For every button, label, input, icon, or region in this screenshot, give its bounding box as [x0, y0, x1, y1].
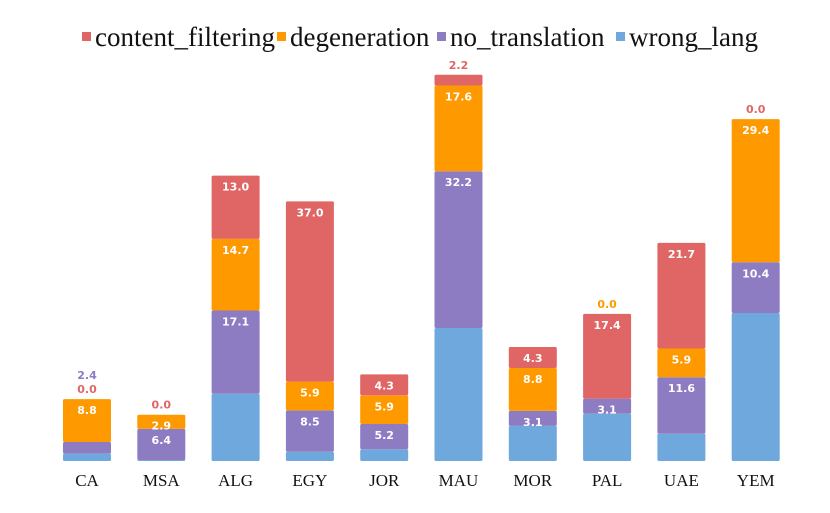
x-tick-label-yem: YEM: [737, 471, 775, 490]
bar-mau-wrong-lang: [434, 328, 483, 461]
data-label-pal-content-filtering: 17.4: [594, 319, 621, 332]
x-tick-label-uae: UAE: [664, 471, 699, 490]
data-label-mor-no-translation: 3.1: [523, 416, 543, 429]
bar-yem-wrong-lang: [731, 312, 780, 461]
bar-mau-degeneration: [434, 85, 483, 172]
bar-mor-no-translation: [508, 410, 557, 426]
bar-alg-degeneration: [211, 238, 260, 311]
data-label-mau-degeneration: 17.6: [445, 91, 472, 104]
bar-egy-wrong-lang: [285, 451, 334, 461]
legend-label-degeneration: degeneration: [290, 22, 430, 52]
x-tick-label-jor: JOR: [369, 471, 400, 490]
x-axis-ticks: CA MSA ALG EGY JOR MAU MOR PAL UAE YEM: [75, 471, 774, 490]
data-label-egy-content-filtering: 37.0: [296, 206, 323, 219]
x-tick-label-mau: MAU: [439, 471, 479, 490]
x-tick-label-alg: ALG: [218, 471, 253, 490]
bar-ca-no-translation: [63, 442, 111, 454]
data-label-msa-no-translation: 6.4: [152, 434, 172, 447]
data-label-jor-degeneration: 5.9: [374, 400, 394, 413]
bar-yem-degeneration: [731, 119, 780, 263]
bar-alg-content-filtering: [211, 175, 260, 239]
legend-swatch-content-filtering: [82, 32, 91, 41]
data-label-alg-degeneration: 14.7: [222, 244, 249, 257]
data-label-uae-degeneration: 5.9: [672, 354, 692, 367]
bar-msa-degeneration: [137, 414, 186, 429]
bar-egy-degeneration: [285, 381, 334, 411]
bar-alg-wrong-lang: [211, 393, 260, 461]
chart-legend: content_filtering degeneration no_translat…: [82, 22, 758, 52]
bar-msa-no-translation: [137, 428, 186, 461]
x-tick-label-egy: EGY: [292, 471, 327, 490]
data-label-mor-degeneration: 8.8: [523, 373, 543, 386]
bar-area: [63, 74, 780, 461]
data-label-mau-no-translation: 32.2: [445, 176, 472, 189]
bar-mor-content-filtering: [508, 347, 557, 368]
bar-pal-wrong-lang: [583, 413, 632, 461]
bar-mor-wrong-lang: [508, 425, 557, 461]
data-label-uae-no-translation: 11.6: [668, 382, 695, 395]
bar-uae-wrong-lang: [657, 433, 706, 461]
data-label-uae-content-filtering: 21.7: [668, 248, 695, 261]
bar-uae-content-filtering: [657, 242, 706, 349]
data-label-alg-content-filtering: 13.0: [222, 181, 249, 194]
legend-label-no-translation: no_translation: [450, 22, 605, 52]
data-label-jor-no-translation: 5.2: [374, 429, 394, 442]
bar-mor-degeneration: [508, 367, 557, 411]
data-label-mor-content-filtering: 4.3: [523, 352, 543, 365]
legend-label-wrong-lang: wrong_lang: [629, 22, 758, 52]
bar-ca-degeneration: [63, 399, 111, 443]
data-label-msa-content-filtering: 0.0: [152, 399, 172, 412]
data-label-yem-content-filtering: 0.0: [746, 103, 766, 116]
bar-yem-no-translation: [731, 262, 780, 313]
bar-msa-wrong-lang: [137, 460, 186, 461]
data-label-alg-no-translation: 17.1: [222, 316, 249, 329]
data-label-ca-degeneration: 8.8: [77, 404, 97, 417]
data-label-egy-degeneration: 5.9: [300, 387, 320, 400]
x-tick-label-mor: MOR: [513, 471, 552, 490]
data-labels: 8.80.02.46.42.90.017.114.713.08.55.937.0…: [77, 59, 769, 447]
x-tick-label-msa: MSA: [143, 471, 181, 490]
data-label-mau-content-filtering: 2.2: [449, 59, 469, 72]
bar-egy-content-filtering: [285, 201, 334, 382]
bar-egy-no-translation: [285, 410, 334, 452]
legend-label-content-filtering: content_filtering: [95, 22, 275, 52]
bar-pal-content-filtering: [583, 313, 632, 399]
data-label-msa-degeneration: 2.9: [152, 420, 172, 433]
bar-jor-no-translation: [360, 423, 409, 450]
bar-ca-wrong-lang: [63, 453, 111, 461]
bar-jor-degeneration: [360, 395, 409, 424]
legend-swatch-wrong-lang: [616, 32, 625, 41]
legend-swatch-no-translation: [437, 32, 446, 41]
data-label-ca-content-filtering: 0.0: [77, 383, 97, 396]
data-label-ca-no-translation: 2.4: [77, 369, 97, 382]
bar-uae-no-translation: [657, 377, 706, 434]
data-label-pal-degeneration: 0.0: [597, 298, 617, 311]
bar-jor-content-filtering: [360, 374, 409, 396]
data-label-egy-no-translation: 8.5: [300, 415, 320, 428]
x-tick-label-ca: CA: [75, 471, 99, 490]
x-tick-label-pal: PAL: [592, 471, 623, 490]
data-label-pal-no-translation: 3.1: [597, 404, 617, 417]
data-label-yem-no-translation: 10.4: [742, 267, 769, 280]
legend-swatch-degeneration: [277, 32, 286, 41]
bar-uae-degeneration: [657, 348, 706, 378]
data-label-jor-content-filtering: 4.3: [374, 379, 394, 392]
bar-mau-content-filtering: [434, 74, 483, 86]
bar-pal-no-translation: [583, 398, 632, 414]
data-label-yem-degeneration: 29.4: [742, 124, 769, 137]
bar-alg-no-translation: [211, 310, 260, 394]
bar-jor-wrong-lang: [360, 449, 409, 461]
bar-mau-no-translation: [434, 171, 483, 329]
